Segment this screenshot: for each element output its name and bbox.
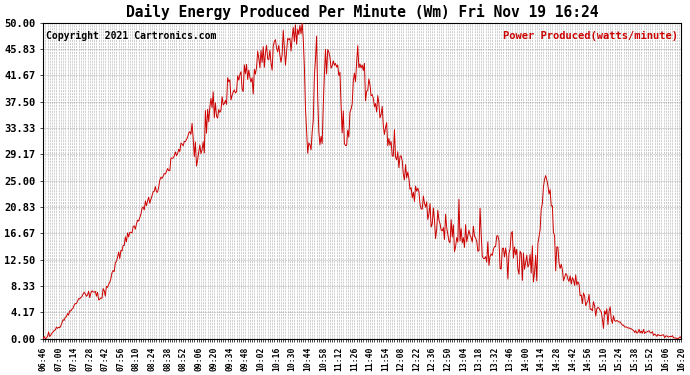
Title: Daily Energy Produced Per Minute (Wm) Fri Nov 19 16:24: Daily Energy Produced Per Minute (Wm) Fr… bbox=[126, 4, 598, 20]
Text: Power Produced(watts/minute): Power Produced(watts/minute) bbox=[503, 31, 678, 40]
Text: Copyright 2021 Cartronics.com: Copyright 2021 Cartronics.com bbox=[46, 31, 217, 40]
